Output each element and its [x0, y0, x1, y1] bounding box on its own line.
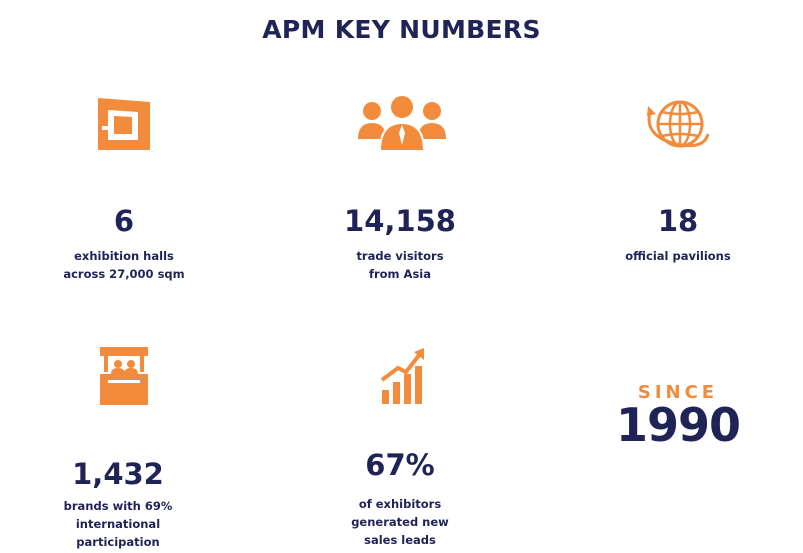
label-line: participation: [76, 535, 160, 549]
people-group-icon: [358, 94, 446, 152]
booth-icon: [100, 347, 148, 405]
stat-label-brands: brands with 69% international participat…: [8, 497, 228, 551]
stat-label-pavilions: official pavilions: [568, 247, 788, 265]
label-line: of exhibitors: [358, 497, 442, 511]
label-line: generated new: [351, 515, 449, 529]
stat-label-exhibitors: of exhibitors generated new sales leads: [290, 495, 510, 549]
stat-value-halls: 6: [113, 204, 135, 238]
since-year: 1990: [615, 398, 741, 452]
label-line: across 27,000 sqm: [63, 267, 185, 281]
floor-plan-icon: [98, 98, 150, 150]
label-line: international: [75, 517, 161, 531]
growth-chart-icon: [380, 348, 424, 404]
stat-value-brands: 1,432: [72, 457, 164, 491]
label-line: brands with 69%: [63, 499, 173, 513]
stat-value-visitors: 14,158: [344, 204, 456, 238]
stat-label-visitors: trade visitors from Asia: [290, 247, 510, 283]
stat-label-halls: exhibition halls across 27,000 sqm: [14, 247, 234, 283]
label-line: from Asia: [368, 267, 431, 281]
label-line: exhibition halls: [74, 249, 174, 263]
label-line: sales leads: [364, 533, 436, 547]
stat-value-pavilions: 18: [657, 204, 699, 238]
stat-value-exhibitors: 67%: [365, 448, 435, 482]
globe-orbit-icon: [647, 100, 710, 148]
label-line: trade visitors: [356, 249, 444, 263]
page-title: APM KEY NUMBERS: [262, 15, 541, 44]
label-line: official pavilions: [625, 249, 731, 263]
since-label: SINCE: [637, 382, 719, 403]
